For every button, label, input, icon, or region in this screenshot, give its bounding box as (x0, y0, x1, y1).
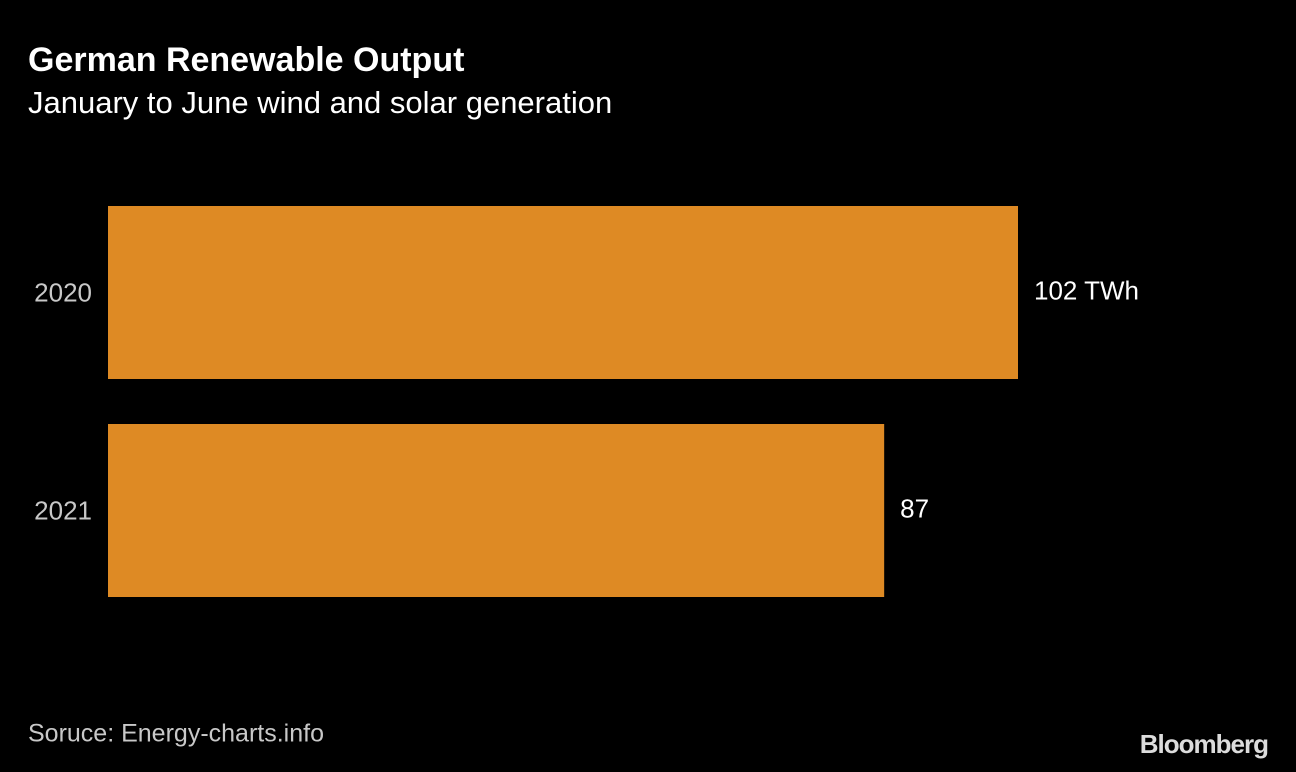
chart-subtitle: January to June wind and solar generatio… (28, 85, 612, 120)
bar (108, 206, 1018, 379)
value-label: 102 TWh (1034, 275, 1139, 305)
value-label: 87 (900, 493, 929, 523)
chart-title: German Renewable Output (28, 41, 464, 79)
bar (108, 424, 885, 597)
y-tick-label: 2021 (34, 495, 92, 525)
source-note: Soruce: Energy-charts.info (28, 720, 324, 748)
y-tick-label: 2020 (34, 277, 92, 307)
brand-logo: Bloomberg (1140, 729, 1268, 759)
